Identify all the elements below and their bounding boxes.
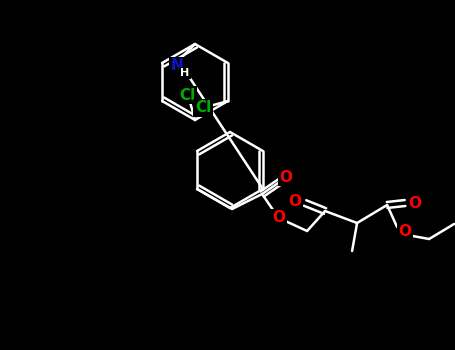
Text: O: O bbox=[399, 224, 412, 239]
Text: O: O bbox=[279, 169, 293, 184]
Text: O: O bbox=[273, 210, 286, 225]
Text: H: H bbox=[180, 68, 190, 78]
Text: Cl: Cl bbox=[179, 88, 195, 103]
Text: O: O bbox=[409, 196, 422, 210]
Text: N: N bbox=[171, 58, 183, 74]
Text: Cl: Cl bbox=[195, 100, 211, 116]
Text: O: O bbox=[288, 194, 302, 209]
